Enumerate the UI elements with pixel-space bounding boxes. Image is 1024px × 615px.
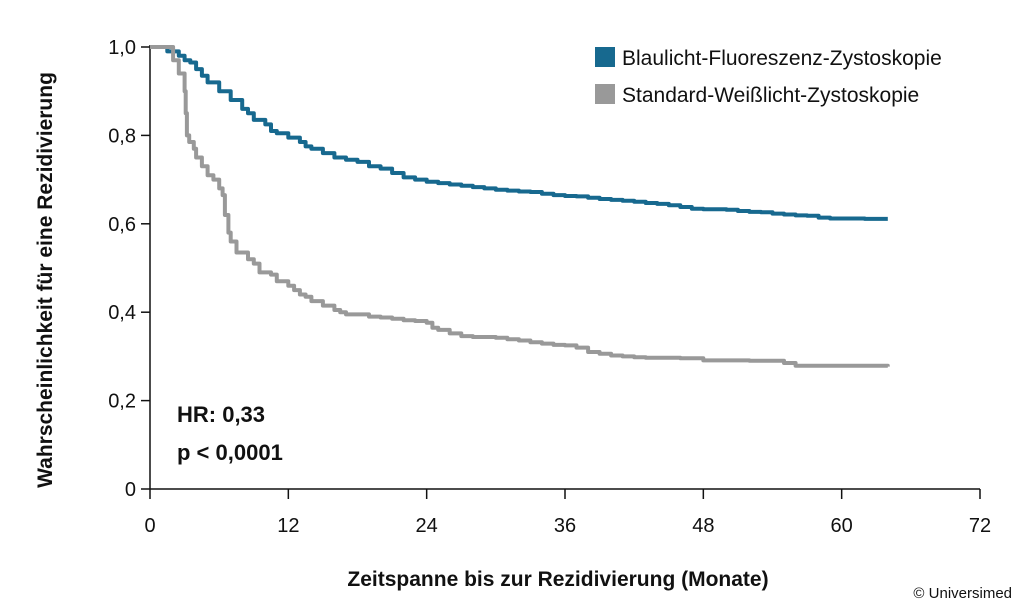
legend-label: Blaulicht-Fluoreszenz-Zystoskopie (622, 47, 942, 70)
axes (149, 45, 980, 490)
y-tick-label: 0,6 (108, 214, 136, 236)
y-axis-title: Wahrscheinlichkeit für eine Rezidivierun… (34, 72, 57, 488)
y-tick-label: 1,0 (108, 37, 136, 59)
y-tick-label: 0,8 (108, 125, 136, 147)
legend-swatch (595, 47, 615, 67)
hazard-ratio-label: HR: 0,33 (177, 402, 265, 427)
x-ticks: 0 12 24 36 48 60 72 (144, 489, 991, 537)
x-tick-label: 24 (416, 515, 438, 537)
series-line-white-light (150, 45, 890, 368)
x-tick-label: 36 (554, 515, 576, 537)
x-tick-label: 48 (692, 515, 714, 537)
y-tick-label: 0,2 (108, 391, 136, 413)
x-tick-label: 12 (277, 515, 299, 537)
p-value-label: p < 0,0001 (177, 440, 283, 465)
legend: Blaulicht-Fluoreszenz-Zystoskopie Standar… (595, 47, 942, 107)
legend-label: Standard-Weißlicht-Zystoskopie (622, 84, 919, 107)
copyright-notice: © Universimed (913, 585, 1012, 602)
y-tick-label: 0 (125, 479, 136, 501)
legend-swatch (595, 84, 615, 104)
series-line-blue-light (150, 45, 888, 221)
x-tick-label: 72 (969, 515, 991, 537)
y-tick-label: 0,4 (108, 302, 136, 324)
series-group (150, 45, 890, 368)
x-tick-label: 60 (831, 515, 853, 537)
x-axis-title: Zeitspanne bis zur Rezidivierung (Monate… (347, 568, 768, 591)
y-ticks: 0 0,2 0,4 0,6 0,8 1,0 (108, 37, 150, 501)
x-tick-label: 0 (144, 515, 155, 537)
